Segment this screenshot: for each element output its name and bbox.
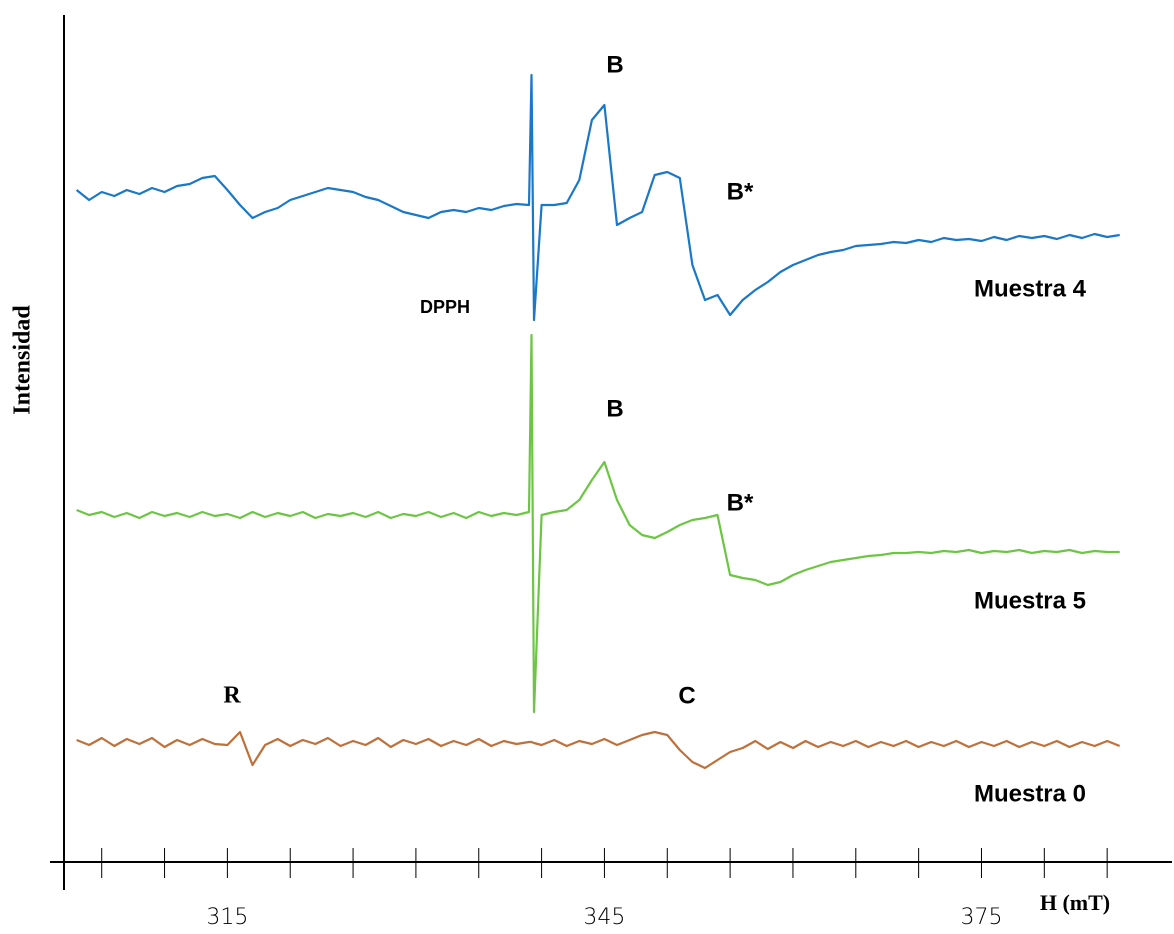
annotation: B*: [727, 178, 754, 205]
series-label: Muestra 0: [974, 780, 1086, 807]
annotation: B: [606, 395, 623, 422]
series-line: [76, 730, 1121, 770]
x-tick-label: 315: [206, 905, 248, 930]
x-tick-label: 345: [583, 905, 625, 930]
annotation: B: [606, 51, 623, 78]
x-tick-label: 375: [960, 905, 1002, 930]
annotation: C: [678, 682, 695, 709]
annotation: R: [223, 683, 241, 709]
series-label: Muestra 4: [974, 275, 1087, 302]
x-axis-label: H (mT): [1040, 890, 1110, 915]
annotation: DPPH: [420, 297, 470, 317]
series-line: [76, 333, 1120, 714]
series-label: Muestra 5: [974, 587, 1086, 614]
annotation: B*: [727, 489, 754, 516]
series-line: [75, 73, 1120, 322]
y-axis-label: Intensidad: [10, 305, 36, 415]
